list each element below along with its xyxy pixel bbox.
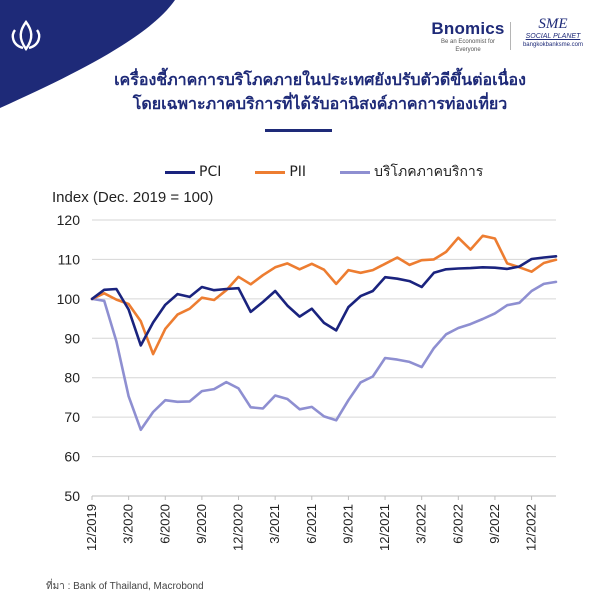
- x-tick-label: 3/2021: [267, 504, 282, 544]
- y-tick-label: 60: [64, 449, 80, 465]
- x-tick-label: 3/2022: [414, 504, 429, 544]
- sme-logo: SME SOCIAL PLANET bangkokbanksme.com: [514, 17, 592, 49]
- x-tick-label: 12/2022: [524, 504, 539, 551]
- source-note: ที่มา : Bank of Thailand, Macrobond: [46, 581, 204, 592]
- y-tick-label: 80: [64, 370, 80, 386]
- x-tick-label: 9/2021: [340, 504, 355, 544]
- x-tick-label: 12/2020: [231, 504, 246, 551]
- y-tick-label: 90: [64, 330, 80, 346]
- sme-website: bangkokbanksme.com: [522, 42, 584, 48]
- sme-name: SME: [538, 16, 568, 32]
- series-line-pci: [90, 255, 558, 347]
- x-tick-label: 9/2020: [194, 504, 209, 544]
- x-tick-label: 6/2021: [304, 504, 319, 544]
- x-tick-label: 12/2021: [377, 504, 392, 551]
- legend-label-pci: PCI: [199, 164, 222, 180]
- y-axis-label: Index (Dec. 2019 = 100): [52, 189, 214, 206]
- x-tick-label: 3/2020: [121, 504, 136, 544]
- legend-swatch-pci: [165, 170, 195, 174]
- bnomics-tagline: Be an Economist for Everyone: [440, 39, 496, 53]
- legend-swatch-pii: [255, 170, 286, 174]
- y-tick-label: 120: [57, 212, 81, 228]
- legend-item-pci: PCI: [165, 164, 221, 180]
- legend-swatch-services: [340, 170, 371, 174]
- legend-item-pii: PII: [255, 164, 306, 180]
- legend-label-pii: PII: [289, 164, 307, 180]
- chart-title-line-1: เครื่องชี้ภาคการบริโภคภายในประเทศยังปรับ…: [114, 70, 526, 89]
- x-tick-label: 9/2022: [487, 504, 502, 544]
- x-tick-label: 6/2020: [157, 504, 172, 544]
- series-line-pii: [90, 234, 558, 356]
- y-tick-label: 50: [64, 488, 80, 504]
- y-tick-label: 100: [57, 291, 81, 307]
- sme-subtitle: SOCIAL PLANET: [525, 33, 581, 40]
- x-tick-label: 6/2022: [450, 504, 465, 544]
- bnomics-name: Bnomics: [431, 19, 505, 38]
- chart-title-line-2: โดยเฉพาะภาคบริการที่ได้รับอานิสงค์ภาคการ…: [132, 94, 508, 113]
- x-tick-label: 12/2019: [84, 504, 99, 551]
- y-tick-label: 70: [64, 409, 80, 425]
- y-tick-label: 110: [58, 251, 81, 267]
- chart-legend: PCI PII บริโภคภาคบริการ: [165, 161, 517, 183]
- series-line-services: [90, 280, 558, 432]
- title-underline: [265, 129, 332, 132]
- legend-item-services: บริโภคภาคบริการ: [340, 161, 483, 183]
- bnomics-logo: Bnomics Be an Economist for Everyone: [430, 20, 506, 54]
- legend-label-services: บริโภคภาคบริการ: [374, 164, 484, 180]
- logo-divider: [510, 22, 511, 50]
